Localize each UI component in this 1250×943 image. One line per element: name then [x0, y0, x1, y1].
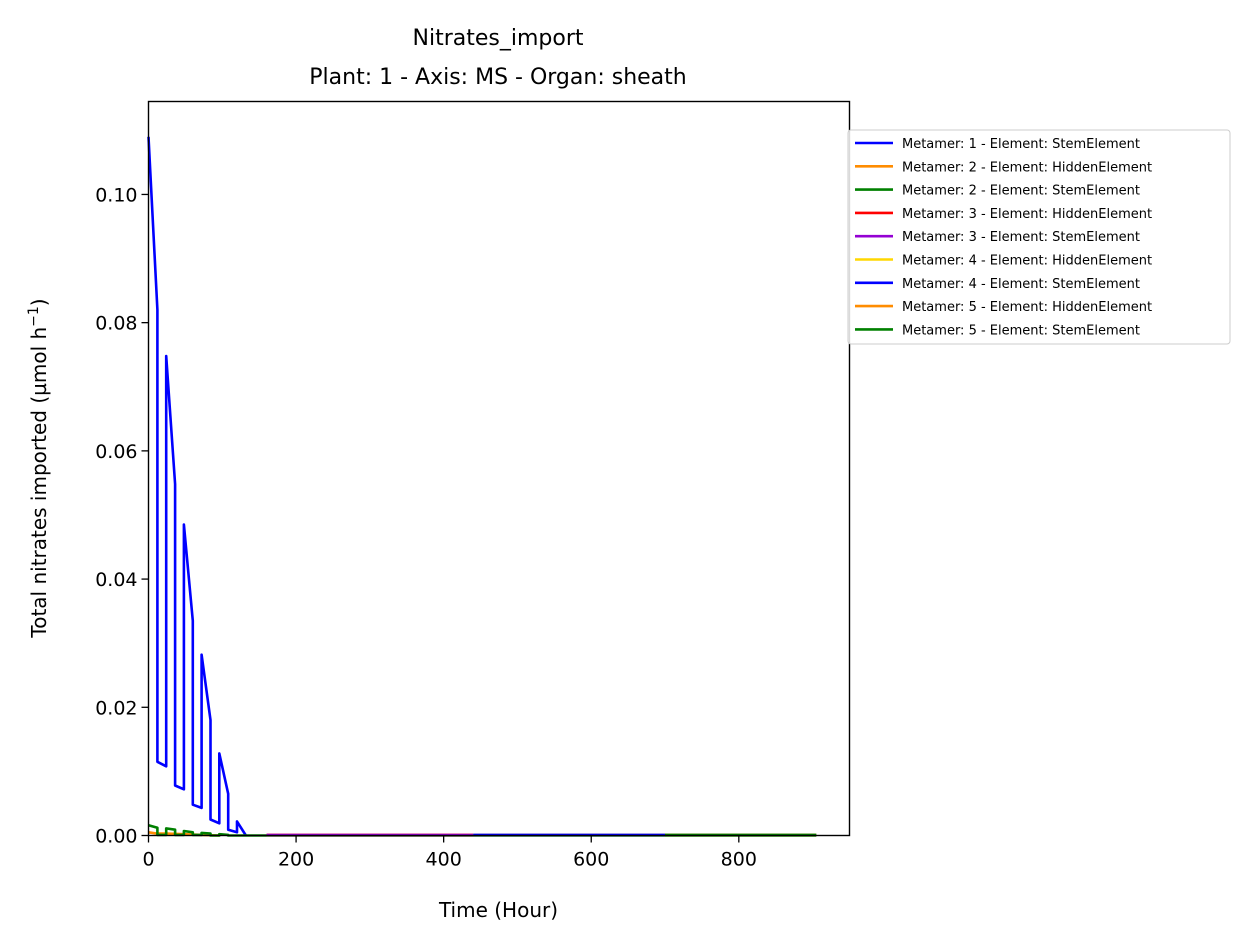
x-tick-label: 400	[426, 849, 462, 871]
y-tick-label: 0.10	[95, 184, 137, 206]
x-tick-label: 200	[278, 849, 314, 871]
y-axis-label: Total nitrates imported (µmol h−1)	[26, 298, 51, 638]
y-tick-label: 0.02	[95, 697, 137, 719]
y-tick-label: 0.08	[95, 313, 137, 335]
y-axis-ticks: 0.00 0.02 0.04 0.06 0.08 0.10	[95, 184, 149, 848]
plot-lines	[147, 136, 817, 837]
legend-label-4: Metamer: 3 - Element: HiddenElement	[902, 207, 1152, 222]
x-tick-label: 800	[721, 849, 757, 871]
y-axis-label-main: Total nitrates imported (µmol h	[27, 327, 51, 639]
legend-label-5: Metamer: 3 - Element: StemElement	[902, 230, 1140, 245]
chart-title: Nitrates_import	[413, 26, 584, 51]
y-tick-label: 0.04	[95, 569, 137, 591]
legend-label-2: Metamer: 2 - Element: HiddenElement	[902, 160, 1152, 175]
x-tick-label: 600	[573, 849, 609, 871]
x-axis-label: Time (Hour)	[438, 898, 558, 922]
legend-label-3: Metamer: 2 - Element: StemElement	[902, 184, 1140, 199]
x-axis-ticks: 0 200 400 600 800	[142, 835, 757, 871]
legend-label-9: Metamer: 5 - Element: StemElement	[902, 323, 1140, 338]
legend-label-6: Metamer: 4 - Element: HiddenElement	[902, 254, 1152, 269]
series-line-1	[147, 136, 247, 837]
x-tick-label: 0	[142, 849, 154, 871]
y-tick-label: 0.06	[95, 441, 137, 463]
y-tick-label: 0.00	[95, 826, 137, 848]
legend-box	[847, 129, 1231, 345]
legend-label-1: Metamer: 1 - Element: StemElement	[902, 137, 1140, 152]
y-axis-label-superscript: −1	[26, 306, 42, 327]
legend-label-7: Metamer: 4 - Element: StemElement	[902, 277, 1140, 292]
chart-subtitle: Plant: 1 - Axis: MS - Organ: sheath	[309, 65, 686, 90]
legend-label-8: Metamer: 5 - Element: HiddenElement	[902, 300, 1152, 315]
plot-frame	[147, 100, 851, 837]
legend: Metamer: 1 - Element: StemElement Metamer…	[847, 129, 1231, 345]
y-axis-label-close: )	[27, 298, 51, 306]
